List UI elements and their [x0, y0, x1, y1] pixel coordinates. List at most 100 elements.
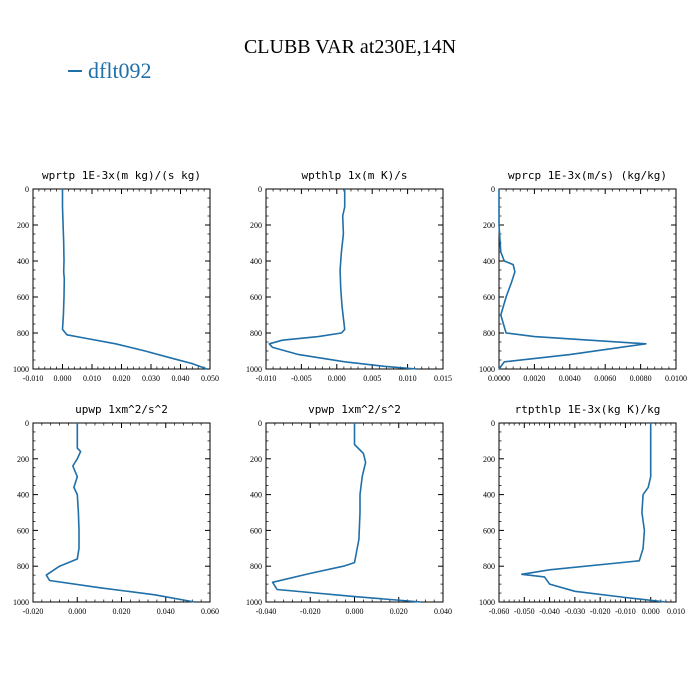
y-tick-label: 0: [258, 419, 262, 428]
y-tick-label: 200: [17, 455, 29, 464]
y-tick-label: 800: [17, 329, 29, 338]
y-tick-label: 0: [491, 419, 495, 428]
y-tick-label: 400: [483, 491, 495, 500]
y-tick-label: 400: [250, 491, 262, 500]
y-tick-label: 1000: [246, 365, 262, 374]
x-tick-label: 0.0080: [630, 374, 652, 383]
y-tick-label: 1000: [13, 598, 29, 607]
panel-title: wprcp 1E-3x(m/s) (kg/kg): [508, 169, 667, 182]
y-tick-label: 1000: [13, 365, 29, 374]
y-tick-label: 600: [483, 526, 495, 535]
plot-frame: [498, 188, 677, 370]
y-tick-label: 0: [25, 419, 29, 428]
panel-title: wpthlp 1x(m K)/s: [302, 169, 408, 182]
series-line: [271, 423, 421, 603]
y-tick-label: 800: [17, 562, 29, 571]
x-tick-label: 0.040: [157, 607, 175, 616]
panel-title: rtpthlp 1E-3x(kg K)/kg: [515, 403, 661, 416]
x-tick-label: 0.020: [113, 374, 131, 383]
x-tick-label: 0.000: [346, 607, 364, 616]
y-tick-label: 600: [250, 293, 262, 302]
x-tick-label: 0.010: [399, 374, 417, 383]
chart-panel-2: wpthlp 1x(m K)/s -0.010 -0.005 0.000 0.005 0.…: [246, 169, 452, 383]
x-tick-label: 0.0020: [523, 374, 545, 383]
x-tick-label: 0.040: [172, 374, 190, 383]
y-tick-label: 200: [17, 221, 29, 230]
y-tick-label: 600: [17, 526, 29, 535]
series-line: [498, 189, 647, 370]
x-tick-label: 0.0060: [594, 374, 616, 383]
chart-panel-1: wprtp 1E-3x(m kg)/(s kg) -0.010 0.000 0.010…: [13, 169, 219, 383]
x-tick-label: -0.020: [23, 607, 44, 616]
legend-label: dflt092: [88, 58, 152, 83]
legend-line-swatch: [68, 69, 82, 72]
x-tick-label: -0.060: [489, 607, 510, 616]
series-line: [61, 189, 208, 370]
y-tick-label: 200: [250, 221, 262, 230]
y-tick-label: 600: [483, 293, 495, 302]
y-tick-label: 600: [17, 293, 29, 302]
y-tick-label: 800: [250, 562, 262, 571]
x-tick-label: 0.030: [142, 374, 160, 383]
legend: dflt092: [68, 58, 152, 84]
x-tick-label: 0.010: [667, 607, 685, 616]
x-tick-label: 0.000: [642, 607, 660, 616]
x-tick-label: -0.010: [23, 374, 44, 383]
x-tick-label: 0.0040: [559, 374, 581, 383]
panel-title: upwp 1xm^2/s^2: [75, 403, 168, 416]
y-tick-label: 200: [250, 455, 262, 464]
chart-panel-5: vpwp 1xm^2/s^2 -0.040 -0.020 0.000 0.020 0.04…: [246, 403, 452, 616]
plot-frame: [265, 188, 444, 370]
x-tick-label: -0.010: [615, 607, 636, 616]
y-tick-label: 800: [483, 329, 495, 338]
x-tick-label: 0.000: [328, 374, 346, 383]
chart-panel-3: wprcp 1E-3x(m/s) (kg/kg) 0.0000 0.0020 0.00…: [479, 169, 687, 383]
y-tick-label: 200: [483, 455, 495, 464]
y-tick-label: 1000: [246, 598, 262, 607]
y-tick-label: 200: [483, 221, 495, 230]
x-tick-label: -0.040: [256, 607, 277, 616]
x-tick-label: 0.000: [68, 607, 86, 616]
y-tick-label: 0: [258, 185, 262, 194]
y-tick-label: 0: [25, 185, 29, 194]
x-tick-label: -0.030: [565, 607, 586, 616]
figure-title: CLUBB VAR at230E,14N: [243, 36, 457, 58]
series-line: [268, 189, 417, 370]
x-tick-label: 0.050: [201, 374, 219, 383]
y-tick-label: 400: [250, 257, 262, 266]
x-tick-label: -0.005: [291, 374, 312, 383]
chart-panel-6: rtpthlp 1E-3x(kg K)/kg -0.060 -0.050 -0.040…: [479, 403, 685, 616]
x-tick-label: 0.020: [390, 607, 408, 616]
y-tick-label: 400: [17, 491, 29, 500]
x-tick-label: 0.010: [83, 374, 101, 383]
y-tick-label: 800: [483, 562, 495, 571]
x-tick-label: -0.020: [590, 607, 611, 616]
panel-title: vpwp 1xm^2/s^2: [308, 403, 401, 416]
x-tick-label: 0.015: [434, 374, 452, 383]
x-tick-label: -0.020: [300, 607, 321, 616]
x-tick-label: 0.0000: [488, 374, 510, 383]
x-tick-label: -0.050: [514, 607, 535, 616]
y-tick-label: 0: [491, 185, 495, 194]
series-line: [520, 423, 666, 603]
x-tick-label: 0.000: [54, 374, 72, 383]
x-tick-label: 0.060: [201, 607, 219, 616]
x-tick-label: 0.0100: [665, 374, 687, 383]
y-tick-label: 400: [17, 257, 29, 266]
plot-frame: [32, 188, 211, 370]
y-tick-label: 800: [250, 329, 262, 338]
y-tick-label: 1000: [479, 598, 495, 607]
x-tick-label: -0.040: [539, 607, 560, 616]
plot-frame: [32, 422, 211, 603]
chart-panel-4: upwp 1xm^2/s^2 -0.020 0.000 0.020 0.040 0.060…: [13, 403, 219, 616]
x-tick-label: 0.005: [363, 374, 381, 383]
y-tick-label: 1000: [479, 365, 495, 374]
series-line: [45, 423, 195, 603]
x-tick-label: 0.020: [113, 607, 131, 616]
y-tick-label: 600: [250, 526, 262, 535]
plot-frame: [265, 422, 444, 603]
panel-title: wprtp 1E-3x(m kg)/(s kg): [42, 169, 201, 182]
x-tick-label: -0.010: [256, 374, 277, 383]
x-tick-label: 0.040: [434, 607, 452, 616]
